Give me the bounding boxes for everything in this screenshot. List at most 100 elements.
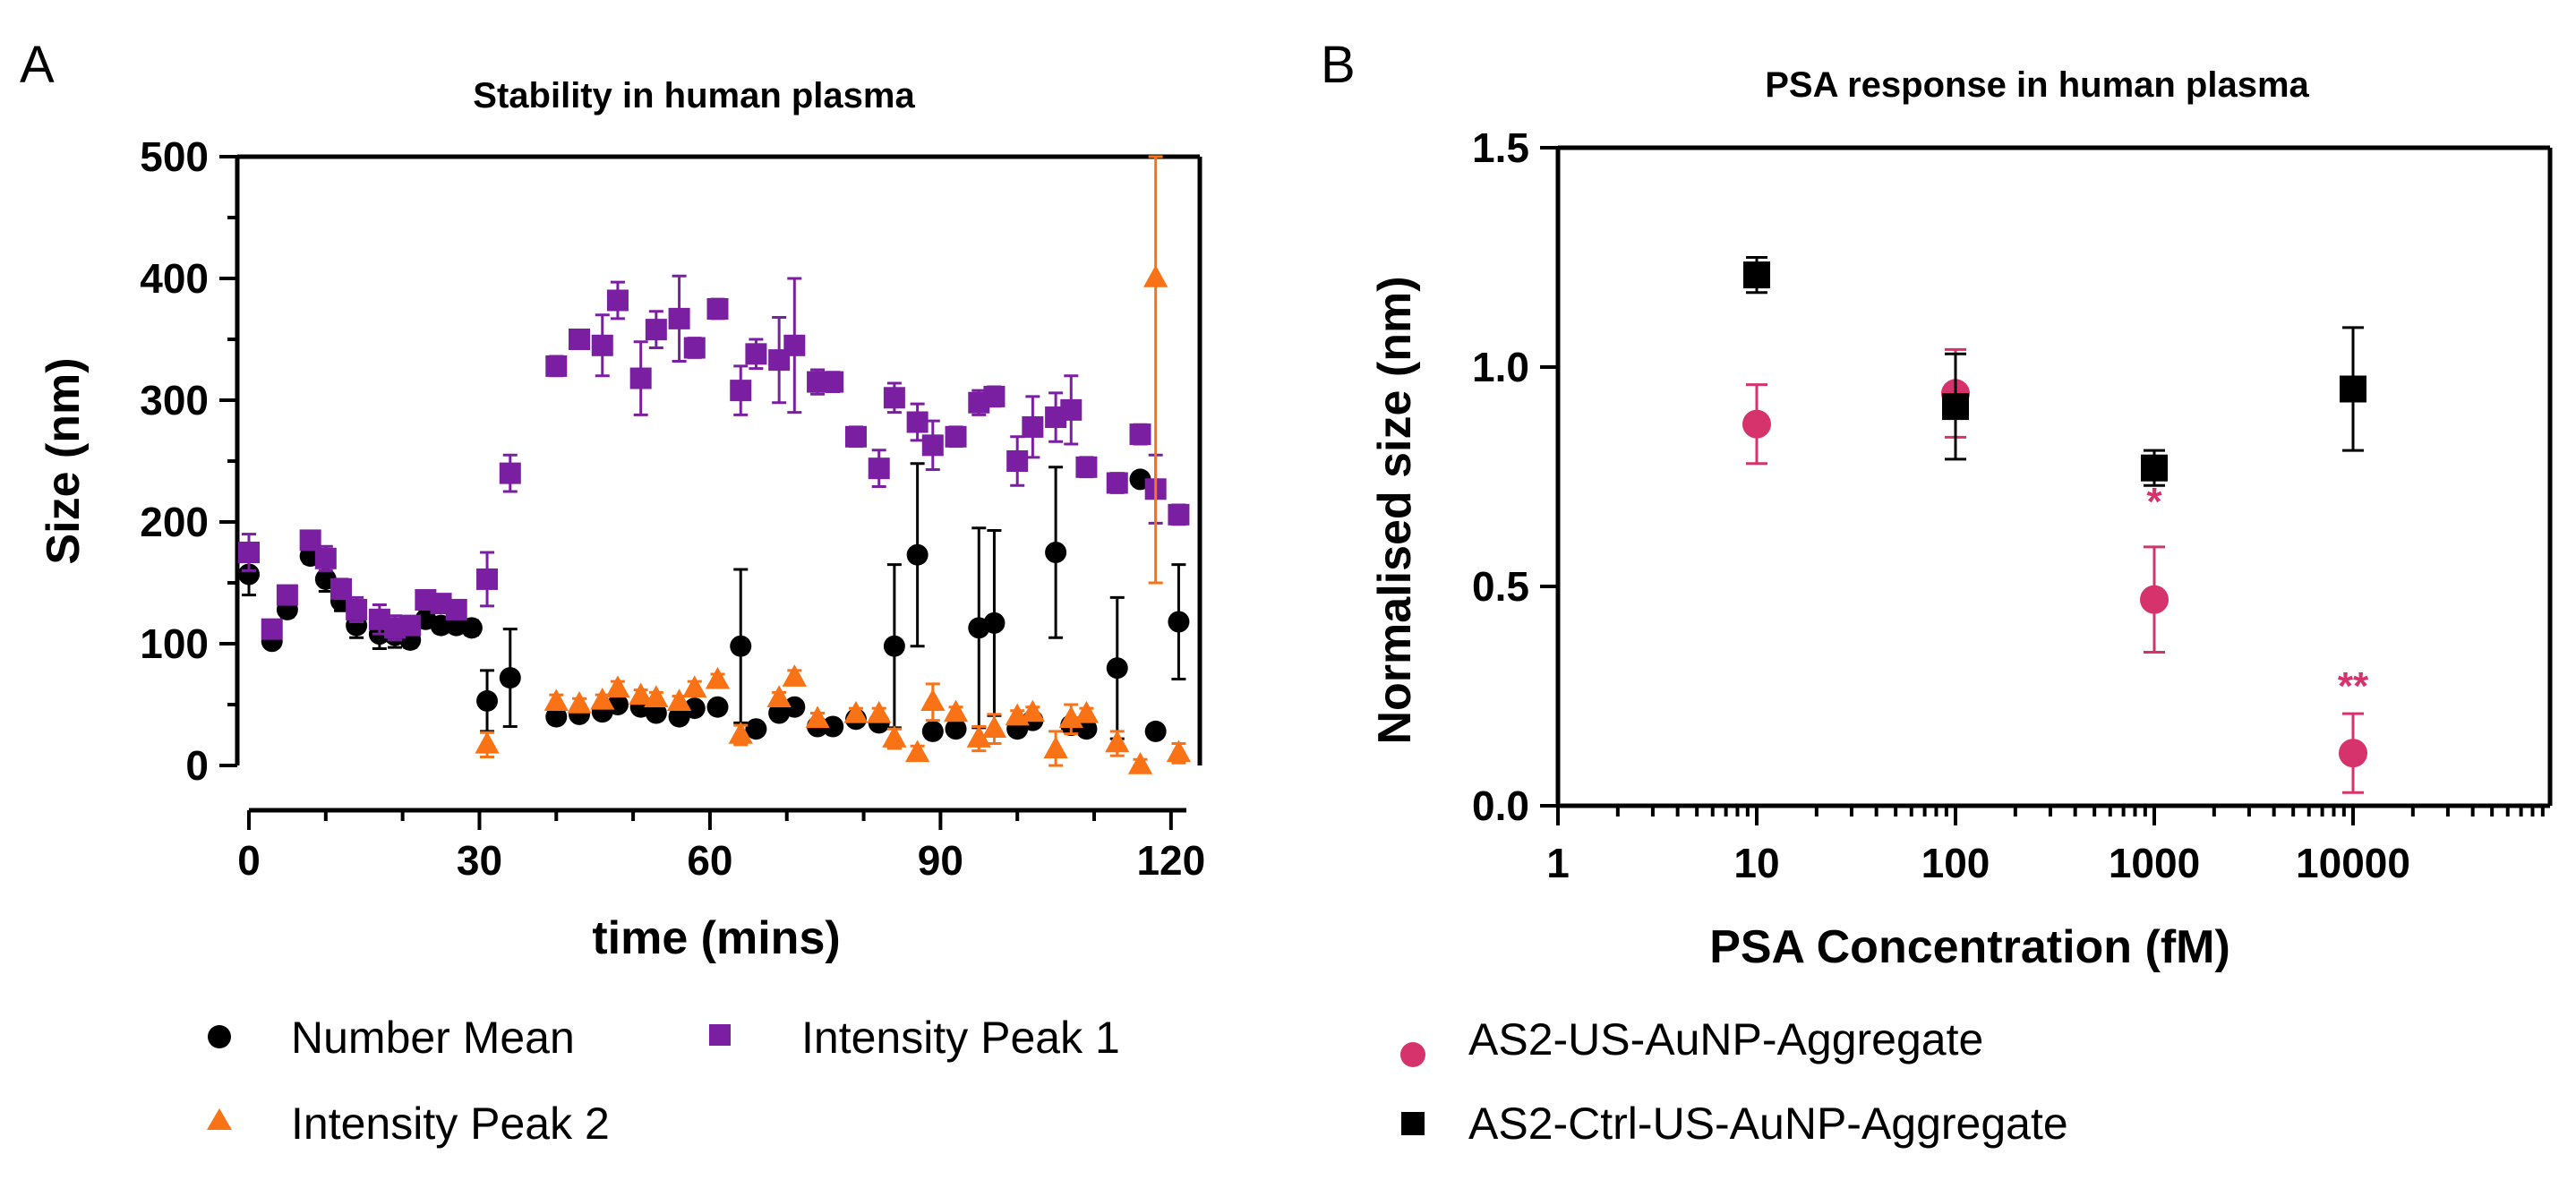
chart-b-y-tick-label: 1.0 bbox=[1472, 344, 1529, 390]
chart-a-data-point bbox=[1106, 657, 1128, 680]
chart-a-data-point bbox=[605, 675, 630, 698]
chart-a-data-point bbox=[805, 705, 830, 729]
chart-a-data-point bbox=[1166, 740, 1192, 763]
chart-a-data-point bbox=[822, 715, 844, 738]
chart-a-data-point bbox=[399, 614, 422, 637]
chart-a-data-point bbox=[1020, 699, 1046, 723]
chart-b-y-tick-label: 0.0 bbox=[1472, 782, 1529, 829]
chart-a-series-0 bbox=[238, 462, 1190, 742]
chart-b: PSA response in human plasma Normalised … bbox=[1369, 65, 2553, 973]
chart-b-x-tick-label: 10000 bbox=[2296, 840, 2410, 886]
chart-a-data-point bbox=[276, 584, 298, 606]
chart-a-data-point bbox=[883, 635, 905, 657]
chart-a-data-point bbox=[745, 343, 767, 365]
chart-a-data-point bbox=[706, 298, 729, 320]
chart-a-data-point bbox=[745, 718, 767, 740]
chart-b-legend: AS2-US-AuNP-Aggregate AS2-Ctrl-US-AuNP-A… bbox=[1400, 1014, 2068, 1149]
legend-label-intensity-peak-2: Intensity Peak 2 bbox=[291, 1099, 610, 1149]
chart-a-data-point bbox=[629, 367, 652, 389]
chart-a-data-point bbox=[591, 334, 613, 356]
chart-a-data-point bbox=[706, 696, 729, 718]
chart-a-data-point bbox=[1060, 398, 1083, 421]
chart-a-data-point bbox=[730, 635, 752, 657]
chart-b-x-tick-label: 100 bbox=[1921, 840, 1990, 886]
chart-b-y-tick-label: 0.5 bbox=[1472, 563, 1529, 610]
chart-a-data-point bbox=[1045, 542, 1067, 563]
chart-b-x-axis-label: PSA Concentration (fM) bbox=[1709, 921, 2230, 973]
chart-a-data-point bbox=[945, 425, 967, 448]
chart-a-data-point bbox=[314, 547, 337, 569]
chart-a-y-tick-label: 500 bbox=[140, 133, 209, 180]
chart-a-data-point bbox=[645, 319, 667, 341]
chart-a-data-point bbox=[920, 688, 946, 712]
chart-a-data-point bbox=[569, 329, 591, 350]
chart-a-y-axis-label: Size (nm) bbox=[38, 357, 90, 564]
chart-a-data-point bbox=[843, 700, 869, 723]
chart-a-data-point bbox=[445, 598, 467, 620]
legend-marker-number-mean bbox=[208, 1025, 231, 1048]
chart-b-y-axis-label: Normalised size (nm) bbox=[1369, 276, 1421, 744]
chart-a-data-point bbox=[1144, 720, 1167, 742]
chart-a-data-point bbox=[543, 688, 569, 712]
chart-b-x-tick-label: 10 bbox=[1733, 840, 1779, 886]
chart-a-data-point bbox=[567, 691, 592, 714]
chart-a-data-point bbox=[943, 699, 969, 723]
chart-a-data-point bbox=[906, 411, 929, 433]
chart-b-data-point bbox=[2141, 454, 2168, 482]
chart-a-data-point bbox=[606, 289, 629, 312]
chart-a-legend: Number Mean Intensity Peak 1 Intensity P… bbox=[207, 1013, 1120, 1149]
chart-b-data-point bbox=[2339, 739, 2367, 768]
chart-a-data-point bbox=[499, 462, 521, 484]
legend-label-as2-us-aunp: AS2-US-AuNP-Aggregate bbox=[1468, 1014, 1983, 1065]
panel-letter-b: B bbox=[1321, 36, 1356, 94]
chart-a-data-point bbox=[476, 568, 499, 590]
panel-letter-a: A bbox=[20, 36, 55, 94]
chart-a-data-point bbox=[1143, 265, 1168, 287]
chart-a-data-point bbox=[983, 611, 1006, 634]
chart-b-data-point bbox=[2340, 375, 2366, 403]
chart-a-x-tick-label: 120 bbox=[1136, 837, 1205, 884]
chart-a-data-point bbox=[329, 577, 352, 600]
chart-a-y-tick-label: 100 bbox=[140, 620, 209, 667]
chart-a-data-point bbox=[1075, 456, 1098, 478]
chart-a-data-point bbox=[867, 700, 892, 723]
legend-marker-as2-us-aunp bbox=[1400, 1042, 1425, 1067]
chart-a-data-point bbox=[666, 688, 692, 712]
chart-a-data-point bbox=[545, 705, 568, 728]
chart-a-data-point bbox=[299, 529, 321, 552]
chart-a-data-point bbox=[1168, 503, 1190, 526]
chart-a-data-point bbox=[883, 387, 905, 409]
chart-a-data-point bbox=[545, 355, 568, 377]
chart-a-data-point bbox=[844, 425, 867, 448]
chart-a-x-tick-label: 60 bbox=[687, 837, 732, 884]
chart-a-data-point bbox=[730, 380, 752, 402]
chart-b-series-0 bbox=[1742, 347, 2367, 794]
chart-a-data-point bbox=[1168, 611, 1190, 633]
chart-a-data-point bbox=[590, 687, 615, 710]
legend-marker-intensity-peak-1 bbox=[709, 1024, 731, 1046]
chart-a-data-point bbox=[921, 720, 944, 742]
chart-a-data-point bbox=[983, 385, 1006, 407]
chart-a-data-point bbox=[629, 682, 654, 705]
chart-a-data-point bbox=[475, 731, 500, 754]
chart-a: Stability in human plasma Size (nm) time… bbox=[38, 76, 1205, 964]
chart-b-significance-annotation: * bbox=[2146, 480, 2162, 524]
chart-a-data-point bbox=[945, 718, 967, 740]
chart-b-y-tick-label: 1.5 bbox=[1472, 124, 1529, 171]
chart-a-data-point bbox=[1075, 718, 1098, 740]
chart-a-data-point bbox=[783, 696, 806, 718]
chart-a-data-point bbox=[346, 598, 368, 620]
chart-a-data-point bbox=[822, 371, 844, 393]
chart-b-significance-annotation: ** bbox=[2338, 664, 2369, 708]
legend-marker-intensity-peak-2 bbox=[207, 1108, 232, 1130]
chart-a-data-point bbox=[782, 664, 807, 687]
chart-a-y-tick-label: 200 bbox=[140, 499, 209, 545]
chart-b-data-point bbox=[1743, 261, 1770, 289]
chart-a-x-tick-label: 0 bbox=[237, 837, 261, 884]
legend-marker-as2-ctrl-us-aunp bbox=[1401, 1112, 1425, 1135]
chart-a-data-point bbox=[644, 685, 669, 707]
chart-a-data-point bbox=[904, 740, 930, 763]
chart-a-data-point bbox=[238, 563, 260, 586]
chart-a-data-point bbox=[1074, 700, 1100, 723]
